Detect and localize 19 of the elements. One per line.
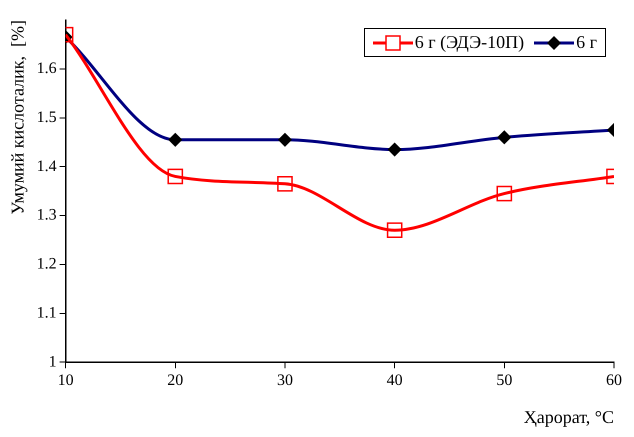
y-tick-label: 1.2 xyxy=(36,256,57,273)
x-tick-label: 50 xyxy=(496,372,512,390)
y-tick-label: 1.5 xyxy=(36,108,57,126)
y-axis-title: Умумий кислоталик, [%] xyxy=(8,20,28,215)
y-tick-label: 1.3 xyxy=(36,206,57,224)
y-tick-label: 1.1 xyxy=(36,304,57,322)
point xyxy=(277,176,293,192)
x-tick-label: 30 xyxy=(276,372,293,390)
x-tick-label: 10 xyxy=(58,372,74,390)
legend-label: 6 г (ЭДЭ-10П) xyxy=(414,32,524,53)
x-axis-title: Ҳарорат, °C xyxy=(524,406,614,427)
legend-label: 6 г xyxy=(576,32,597,53)
x-tick-label: 60 xyxy=(606,372,622,390)
x-tick-label: 20 xyxy=(167,372,184,390)
y-tick-label: 1 xyxy=(48,353,57,370)
y-tick-label: 1.6 xyxy=(36,60,57,78)
point xyxy=(386,222,402,238)
y-tick-label: 1.4 xyxy=(36,158,57,175)
x-tick-label: 40 xyxy=(386,372,403,390)
